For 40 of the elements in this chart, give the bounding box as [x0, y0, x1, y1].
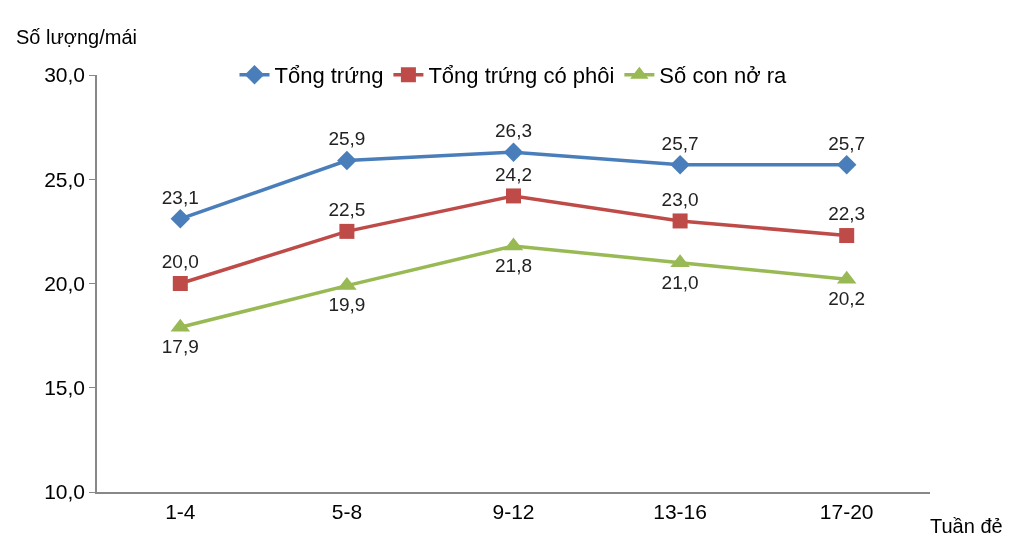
legend-label: Số con nở ra [659, 63, 788, 89]
legend-label: Tổng trứng [274, 63, 384, 89]
legend-label: Tổng trứng có phôi [428, 63, 615, 89]
point [170, 209, 191, 229]
data-label: 23,1 [161, 186, 199, 208]
x-tick-label: 9-12 [492, 499, 535, 523]
data-label: 26,3 [495, 120, 532, 142]
y-tick-label: 10,0 [44, 480, 86, 504]
point [839, 228, 855, 244]
data-label: 20,2 [828, 288, 866, 310]
data-label: 23,0 [661, 188, 699, 210]
point [836, 154, 857, 175]
data-label: 24,2 [495, 163, 532, 185]
y-tick-label: 20,0 [44, 271, 86, 295]
x-tick-label: 1-4 [165, 499, 196, 523]
data-label: 25,7 [828, 132, 866, 154]
point [337, 150, 357, 171]
y-tick-label: 25,0 [44, 167, 86, 191]
data-label: 22,5 [328, 199, 366, 221]
point [339, 223, 355, 239]
data-label: 20,0 [161, 251, 199, 273]
data-label: 25,7 [661, 132, 699, 154]
y-tick-label: 15,0 [44, 376, 86, 400]
y-axis-title: Số lượng/mái [16, 26, 137, 48]
point [506, 188, 521, 204]
data-label: 17,9 [161, 336, 199, 358]
point [672, 213, 688, 229]
x-tick-label: 13-16 [653, 499, 707, 523]
x-tick-label: 5-8 [331, 499, 363, 523]
y-tick-label: 30,0 [44, 63, 86, 87]
data-label: 22,3 [828, 203, 866, 225]
point [172, 276, 188, 291]
data-label: 21,0 [661, 271, 699, 293]
point [503, 142, 524, 162]
x-axis-title: Tuần đẻ [930, 515, 1003, 537]
data-label: 19,9 [328, 294, 366, 316]
x-tick-label: 17-20 [819, 499, 874, 523]
point [670, 154, 690, 175]
data-label: 25,9 [328, 128, 366, 150]
data-label: 21,8 [495, 254, 532, 276]
